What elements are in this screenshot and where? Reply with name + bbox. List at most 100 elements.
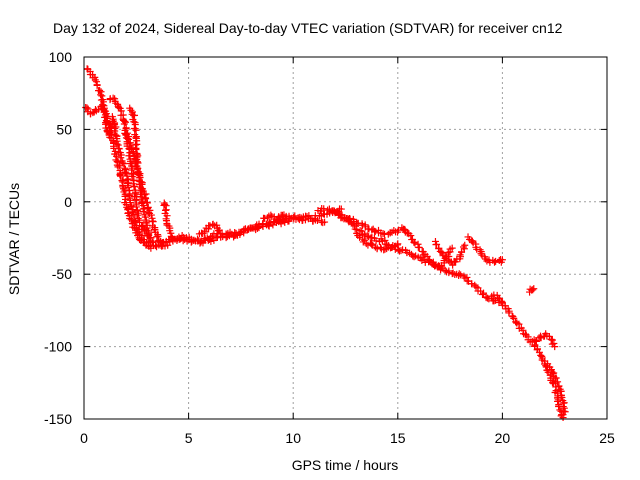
data-point bbox=[554, 397, 562, 405]
data-point bbox=[207, 237, 215, 245]
data-point bbox=[124, 129, 132, 137]
x-tick-label: 10 bbox=[285, 430, 301, 446]
data-point bbox=[147, 211, 155, 219]
data-point bbox=[435, 244, 443, 252]
data-point bbox=[363, 232, 371, 240]
data-series-track-h bbox=[195, 220, 226, 238]
data-layer bbox=[82, 65, 569, 422]
data-point bbox=[161, 200, 169, 208]
data-point bbox=[114, 141, 122, 149]
data-point bbox=[441, 266, 449, 274]
x-axis-label: GPS time / hours bbox=[292, 457, 399, 473]
data-point bbox=[121, 195, 129, 203]
data-point bbox=[411, 239, 419, 247]
data-point bbox=[134, 170, 142, 178]
data-point bbox=[479, 291, 487, 299]
data-point bbox=[122, 118, 130, 126]
data-series-track-o bbox=[431, 237, 469, 269]
data-point bbox=[126, 149, 134, 157]
data-point bbox=[155, 237, 163, 245]
data-point bbox=[240, 229, 248, 237]
data-series-track-j bbox=[260, 211, 293, 223]
data-point bbox=[549, 379, 557, 387]
data-point bbox=[139, 207, 147, 215]
data-point bbox=[468, 280, 476, 288]
data-point bbox=[498, 298, 506, 306]
y-tick-label: 0 bbox=[64, 194, 72, 210]
data-point bbox=[126, 199, 134, 207]
x-tick-label: 5 bbox=[185, 430, 193, 446]
x-tick-label: 0 bbox=[80, 430, 88, 446]
data-point bbox=[448, 244, 456, 252]
data-series-track-s bbox=[544, 360, 569, 416]
data-point bbox=[379, 229, 387, 237]
data-point bbox=[169, 237, 177, 245]
y-tick-label: -100 bbox=[44, 339, 72, 355]
x-tick-label: 15 bbox=[390, 430, 406, 446]
data-point bbox=[83, 104, 91, 112]
data-point bbox=[368, 240, 376, 248]
data-point bbox=[383, 245, 391, 253]
data-series-track-e bbox=[121, 129, 167, 247]
data-point bbox=[449, 269, 457, 277]
data-point bbox=[112, 123, 120, 131]
data-point bbox=[112, 152, 120, 160]
data-point bbox=[114, 163, 122, 171]
data-point bbox=[510, 314, 518, 322]
data-point bbox=[267, 219, 275, 227]
data-point bbox=[128, 172, 136, 180]
data-point bbox=[559, 414, 567, 422]
data-point bbox=[108, 113, 116, 121]
data-series-track-r bbox=[530, 330, 559, 351]
data-point bbox=[556, 406, 564, 414]
data-point bbox=[455, 270, 463, 278]
data-point bbox=[407, 232, 415, 240]
data-point bbox=[501, 302, 509, 310]
data-point bbox=[321, 218, 329, 226]
data-point bbox=[130, 217, 138, 225]
data-point bbox=[477, 250, 485, 258]
data-point bbox=[337, 205, 345, 213]
x-tick-label: 20 bbox=[495, 430, 511, 446]
data-point bbox=[285, 212, 293, 220]
data-point bbox=[112, 131, 120, 139]
data-point bbox=[166, 238, 174, 246]
data-point bbox=[338, 214, 346, 222]
data-series-track-n bbox=[410, 238, 456, 270]
data-point bbox=[119, 159, 127, 167]
data-point bbox=[554, 378, 562, 386]
data-point bbox=[111, 127, 119, 135]
data-point bbox=[201, 227, 209, 235]
data-point bbox=[120, 160, 128, 168]
data-point bbox=[117, 172, 125, 180]
data-point bbox=[126, 215, 134, 223]
data-point bbox=[140, 191, 148, 199]
data-point bbox=[394, 240, 402, 248]
data-point bbox=[129, 169, 137, 177]
grid-layer bbox=[84, 57, 607, 419]
data-series-track-d bbox=[126, 104, 157, 246]
data-point bbox=[410, 238, 418, 246]
data-point bbox=[127, 202, 135, 210]
chart-title: Day 132 of 2024, Sidereal Day-to-day VTE… bbox=[53, 20, 563, 36]
data-point bbox=[133, 211, 141, 219]
x-tick-label: 25 bbox=[599, 430, 615, 446]
data-point bbox=[359, 238, 367, 246]
data-point bbox=[559, 403, 567, 411]
data-series-track-p bbox=[464, 233, 506, 266]
data-point bbox=[551, 343, 559, 351]
data-point bbox=[134, 214, 142, 222]
y-axis-label: SDTVAR / TECUs bbox=[6, 183, 22, 295]
data-point bbox=[423, 252, 431, 260]
data-point bbox=[187, 238, 195, 246]
data-point bbox=[93, 81, 101, 89]
data-point bbox=[361, 236, 369, 244]
data-point bbox=[381, 236, 389, 244]
data-point bbox=[153, 233, 161, 241]
data-point bbox=[120, 120, 128, 128]
data-point bbox=[529, 286, 537, 294]
data-point bbox=[146, 234, 154, 242]
data-point bbox=[505, 309, 513, 317]
data-point bbox=[113, 140, 121, 148]
